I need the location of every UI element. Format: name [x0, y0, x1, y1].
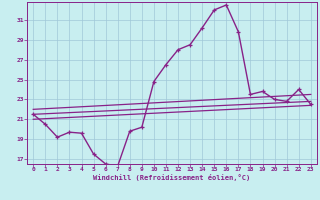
X-axis label: Windchill (Refroidissement éolien,°C): Windchill (Refroidissement éolien,°C): [93, 174, 251, 181]
